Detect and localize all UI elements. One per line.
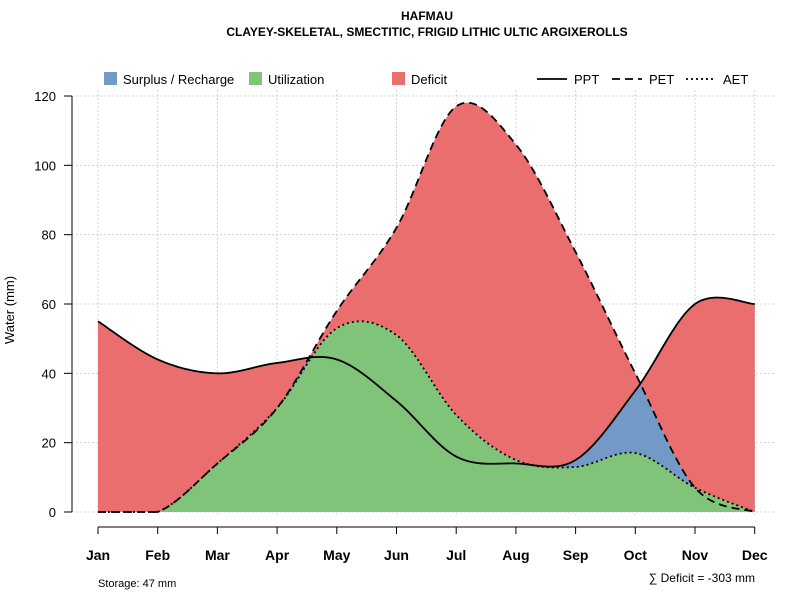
- legend: Surplus / Recharge Utilization Deficit PPT P…: [104, 72, 748, 87]
- utilization-area: [98, 321, 755, 512]
- legend-swatch-surplus-recharge: [104, 72, 117, 85]
- legend-label-pet: PET: [649, 72, 674, 87]
- lines-layer: [97, 101, 756, 513]
- storage-annotation: Storage: 47 mm: [98, 578, 176, 590]
- y-tick-label-0: 0: [49, 505, 56, 520]
- x-tick-label-Feb: Feb: [145, 547, 170, 563]
- x-tick-label-Jul: Jul: [446, 547, 466, 563]
- y-tick-label-20: 20: [42, 436, 56, 451]
- series-line-ppt: [97, 296, 755, 468]
- legend-swatch-deficit: [392, 72, 405, 85]
- areas-layer: [98, 102, 755, 512]
- x-tick-label-May: May: [323, 547, 350, 563]
- x-tick-label-Mar: Mar: [205, 547, 230, 563]
- y-tick-label-120: 120: [34, 89, 56, 104]
- x-tick-label-Apr: Apr: [265, 547, 290, 563]
- legend-label-utilization: Utilization: [268, 72, 324, 87]
- legend-label-surplus-recharge: Surplus / Recharge: [123, 72, 234, 87]
- chart-title: HAFMAU: [401, 9, 453, 23]
- x-tick-label-Jun: Jun: [384, 547, 409, 563]
- legend-label-ppt: PPT: [574, 72, 599, 87]
- axes: 0 20 40 60 80 100 120 Jan Feb Mar Apr May Jun Jul Aug S…: [34, 89, 767, 563]
- y-tick-label-80: 80: [42, 228, 56, 243]
- x-tick-label-Oct: Oct: [624, 547, 648, 563]
- legend-label-deficit: Deficit: [411, 72, 448, 87]
- x-tick-label-Sep: Sep: [563, 547, 589, 563]
- x-tick-label-Dec: Dec: [742, 547, 768, 563]
- series-line-pet: [98, 101, 756, 513]
- chart-subtitle: CLAYEY-SKELETAL, SMECTITIC, FRIGID LITHI…: [226, 25, 627, 39]
- y-tick-label-100: 100: [34, 158, 56, 173]
- y-tick-label-40: 40: [42, 366, 56, 381]
- y-axis-label: Water (mm): [2, 276, 17, 344]
- deficit-annotation: ∑ Deficit = -303 mm: [649, 571, 755, 585]
- legend-label-aet: AET: [723, 72, 748, 87]
- deficit-area: [98, 102, 755, 512]
- y-tick-label-60: 60: [42, 297, 56, 312]
- x-tick-label-Nov: Nov: [682, 547, 709, 563]
- series-line-aet: [98, 320, 756, 513]
- legend-swatch-utilization: [249, 72, 262, 85]
- x-tick-label-Jan: Jan: [86, 547, 110, 563]
- x-tick-label-Aug: Aug: [502, 547, 529, 563]
